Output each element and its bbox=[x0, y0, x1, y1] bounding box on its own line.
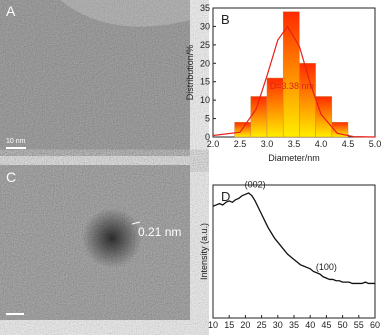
peak-label: (002) bbox=[245, 180, 266, 190]
panel-label: D bbox=[221, 189, 230, 204]
plot-area bbox=[212, 184, 376, 319]
x-tick-label: 40 bbox=[305, 320, 315, 330]
fringe-marker bbox=[131, 221, 141, 225]
annotation: D=3.38 nm bbox=[270, 81, 314, 91]
x-tick-label: 15 bbox=[224, 320, 234, 330]
y-tick-label: 0 bbox=[205, 132, 210, 142]
x-tick-label: 20 bbox=[240, 320, 250, 330]
x-tick-label: 2.5 bbox=[234, 139, 247, 149]
x-tick-label: 10 bbox=[208, 320, 218, 330]
y-tick-label: 15 bbox=[200, 77, 210, 87]
peak-label: (100) bbox=[316, 262, 337, 272]
x-tick-label: 3.5 bbox=[288, 139, 301, 149]
xrd-line bbox=[212, 192, 375, 285]
panel-label: C bbox=[6, 169, 16, 185]
x-tick-label: 25 bbox=[257, 320, 267, 330]
y-axis-label: Distribution/% bbox=[185, 45, 195, 101]
y-tick-label: 10 bbox=[200, 95, 210, 105]
x-tick-label: 60 bbox=[370, 320, 380, 330]
y-tick-label: 25 bbox=[200, 40, 210, 50]
x-tick-label: 55 bbox=[354, 320, 364, 330]
y-axis-label: Intensity (a.u.) bbox=[199, 223, 209, 280]
y-tick-label: 5 bbox=[205, 114, 210, 124]
y-tick-label: 30 bbox=[200, 21, 210, 31]
x-axis-label: Diameter/nm bbox=[268, 153, 320, 163]
bar bbox=[331, 122, 349, 138]
panel-label: B bbox=[221, 12, 230, 27]
image-region bbox=[60, 0, 190, 27]
panel-label: A bbox=[6, 3, 16, 19]
x-tick-label: 30 bbox=[273, 320, 283, 330]
y-tick-label: 20 bbox=[200, 58, 210, 68]
panel-c: C 0.21 nm bbox=[0, 165, 190, 320]
x-tick-label: 4.5 bbox=[342, 139, 355, 149]
x-tick-label: 4.0 bbox=[315, 139, 328, 149]
panel-a: A 10 nm bbox=[0, 0, 190, 156]
x-tick-label: 2.0 bbox=[207, 139, 220, 149]
image-texture bbox=[0, 0, 190, 156]
fit-curve bbox=[212, 25, 376, 138]
particle bbox=[82, 208, 142, 268]
x-tick-label: 35 bbox=[289, 320, 299, 330]
x-tick-label: 3.0 bbox=[261, 139, 274, 149]
bar bbox=[234, 122, 252, 138]
x-tick-label: 50 bbox=[338, 320, 348, 330]
x-tick-label: 5.0 bbox=[369, 139, 382, 149]
scale-bar-label: 10 nm bbox=[6, 138, 26, 145]
lattice-annotation: 0.21 nm bbox=[138, 225, 181, 239]
y-tick-label: 35 bbox=[200, 3, 210, 13]
x-tick-label: 45 bbox=[321, 320, 331, 330]
bar bbox=[282, 11, 300, 138]
